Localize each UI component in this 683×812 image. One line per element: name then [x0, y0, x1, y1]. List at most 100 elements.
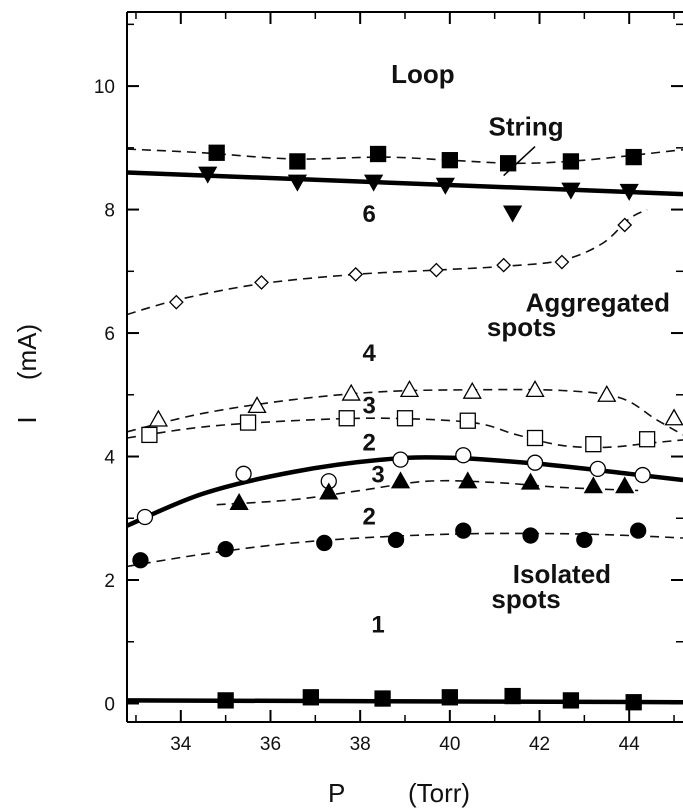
filled-square-point	[562, 153, 580, 170]
dashed-fit-6	[126, 532, 683, 568]
dashed-fit-2	[126, 208, 648, 316]
filled-circle-point	[387, 531, 405, 549]
dashed-fit-3	[126, 388, 683, 436]
filled-square-point	[625, 694, 642, 711]
dashed-fit-4	[126, 417, 683, 449]
filled-triangle-up-point	[615, 476, 635, 494]
filled-circle-point	[630, 522, 647, 539]
y-tick-label: 6	[104, 324, 115, 345]
filled-square-point	[374, 690, 391, 707]
y-tick-label: 8	[104, 201, 115, 222]
open-square-point	[338, 410, 355, 427]
filled-circle-point	[455, 522, 472, 539]
region-label: spots	[491, 584, 560, 614]
filled-square-point	[289, 153, 306, 170]
open-square-point	[526, 429, 544, 447]
filled-triangle-down-point	[435, 177, 455, 195]
y-axis-unit: (mA)	[12, 324, 42, 380]
open-triangle-up-point	[399, 380, 420, 397]
y-tick-label: 2	[104, 571, 115, 592]
open-diamond-point	[348, 266, 364, 282]
x-tick-label: 36	[260, 734, 281, 755]
open-circle-point	[589, 460, 606, 478]
filled-triangle-up-point	[319, 482, 339, 500]
x-tick-label: 42	[529, 734, 550, 755]
y-tick-label: 4	[104, 448, 115, 469]
data-markers	[132, 144, 683, 711]
filled-circle-point	[316, 534, 333, 552]
filled-square-point	[499, 155, 517, 172]
filled-triangle-up-point	[583, 476, 603, 494]
x-tick-label: 40	[439, 734, 460, 755]
open-triangle-up-point	[462, 381, 482, 399]
x-tick-label: 44	[619, 734, 641, 755]
y-tick-label: 10	[94, 77, 115, 98]
x-axis-unit: (Torr)	[408, 778, 470, 808]
filled-triangle-down-point	[502, 205, 523, 223]
open-square-point	[459, 412, 476, 429]
open-circle-point	[634, 466, 651, 484]
filled-circle-point	[576, 531, 593, 549]
filled-square-point	[208, 144, 225, 161]
open-diamond-point	[168, 294, 184, 310]
filled-triangle-down-point	[363, 174, 384, 192]
open-square-point	[239, 414, 257, 431]
filled-square-point	[302, 689, 319, 706]
open-square-point	[585, 436, 602, 453]
open-circle-point	[235, 465, 252, 482]
mode-number-label: 3	[362, 392, 375, 419]
region-labels: LoopStringAggregatedspotsIsolatedspots64…	[362, 59, 670, 638]
open-diamond-point	[254, 274, 269, 290]
filled-square-point	[562, 692, 580, 709]
open-triangle-up-point	[148, 409, 169, 427]
dashed-fit-curves	[126, 148, 683, 568]
boundary-line-3	[126, 698, 683, 705]
mode-number-label: 2	[362, 503, 375, 530]
filled-triangle-up-point	[229, 493, 249, 510]
filled-square-point	[625, 148, 642, 166]
boundary-line-1	[126, 170, 683, 197]
open-circle-point	[455, 447, 472, 464]
filled-triangle-up-point	[390, 471, 411, 489]
open-triangle-up-point	[664, 408, 683, 426]
open-triangle-up-point	[525, 380, 545, 397]
x-axis-label: P	[328, 778, 345, 808]
filled-square-point	[369, 145, 387, 163]
region-label: spots	[487, 312, 556, 342]
open-square-point	[638, 431, 656, 448]
x-tick-label: 38	[350, 734, 371, 755]
filled-triangle-down-point	[619, 183, 639, 201]
mode-number-label: 4	[362, 340, 376, 367]
open-square-point	[396, 410, 414, 427]
region-label: Loop	[391, 59, 455, 89]
open-circle-point	[136, 508, 154, 526]
mode-number-label: 1	[371, 611, 384, 638]
region-label: Aggregated	[526, 287, 670, 317]
open-diamond-point	[496, 257, 512, 273]
filled-circle-point	[217, 540, 234, 558]
open-diamond-point	[617, 217, 633, 233]
x-tick-label: 34	[170, 734, 192, 755]
region-label: Isolated	[513, 559, 611, 589]
mode-number-label: 6	[362, 201, 375, 228]
mode-number-label: 3	[371, 461, 384, 488]
mode-number-label: 2	[362, 429, 375, 456]
y-axis-label: I	[12, 416, 42, 423]
filled-square-point	[441, 152, 458, 169]
region-label: String	[489, 111, 564, 141]
filled-triangle-up-point	[520, 472, 541, 490]
filled-triangle-down-point	[198, 166, 218, 184]
boundary-line-2	[126, 455, 683, 528]
filled-square-point	[504, 687, 521, 705]
filled-triangle-up-point	[458, 471, 478, 489]
open-triangle-up-point	[247, 396, 267, 414]
filled-circle-point	[132, 552, 149, 569]
open-square-point	[141, 426, 158, 444]
dashed-fit-5	[216, 479, 639, 506]
string-pointer-line	[503, 146, 536, 177]
filled-square-point	[217, 692, 234, 709]
dashed-fit-1	[126, 148, 683, 165]
filled-square-point	[441, 689, 458, 706]
